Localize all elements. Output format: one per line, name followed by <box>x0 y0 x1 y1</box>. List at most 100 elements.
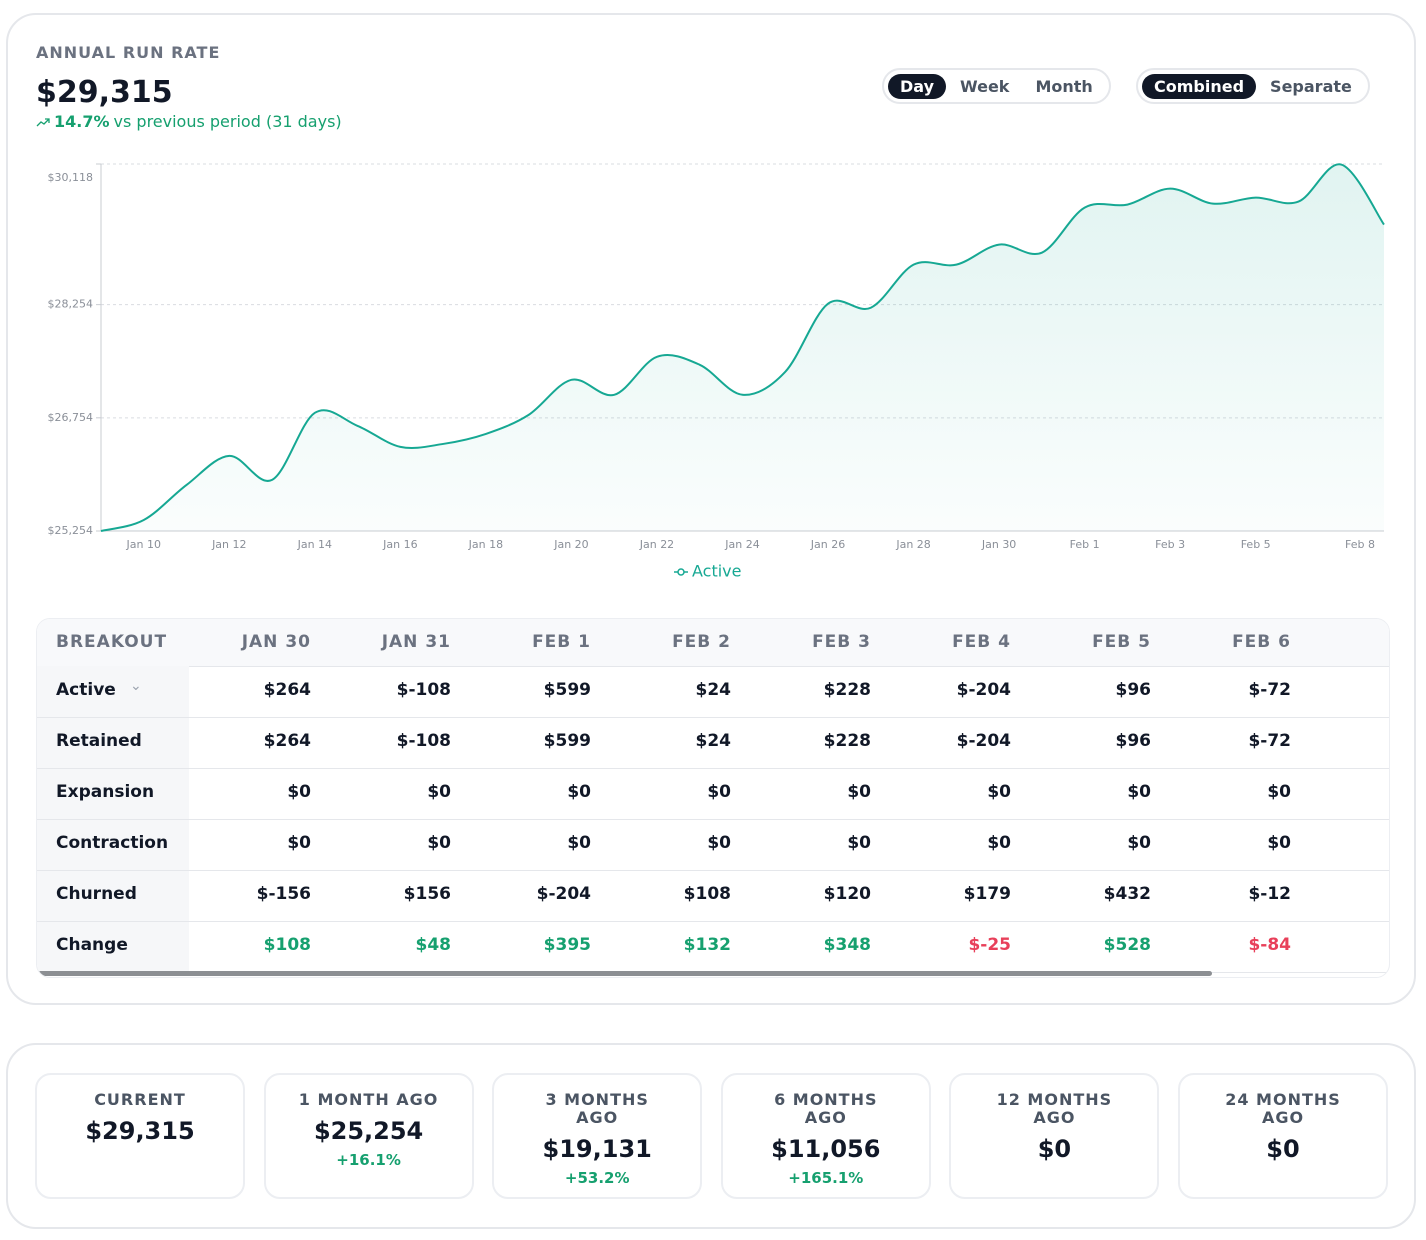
arr-card: ANNUAL RUN RATE $29,315 14.7% vs previou… <box>6 13 1416 1005</box>
summary-value: $0 <box>1037 1135 1072 1163</box>
dropdown-icon[interactable]: ⌄ <box>130 678 142 694</box>
area <box>101 164 1384 531</box>
line <box>100 163 1385 532</box>
x-tick-label: Feb 5 <box>1241 538 1271 551</box>
row-label: Retained <box>56 731 142 751</box>
y-tick-label: $26,754 <box>48 411 94 424</box>
table-cell: $0 <box>987 833 1011 853</box>
column-header: FEB 2 <box>672 632 731 652</box>
x-tick-label: Jan 24 <box>724 538 759 551</box>
table-cell: $228 <box>823 731 871 751</box>
table-cell: $108 <box>263 935 311 955</box>
row-divider <box>37 819 1389 820</box>
x-tick-label: Jan 20 <box>553 538 588 551</box>
x-tick-label: Jan 10 <box>126 538 161 551</box>
toggle-option[interactable]: Combined <box>1142 73 1257 99</box>
y-tick-label: $28,254 <box>48 298 94 311</box>
legend-label: Active <box>692 562 742 581</box>
table-cell: $264 <box>263 731 311 751</box>
summary-tile: 24 MONTHS AGO $0 <box>1178 1073 1388 1199</box>
table-cell: $96 <box>1115 731 1152 751</box>
toggle-option[interactable]: Month <box>1035 76 1093 96</box>
table-cell: $0 <box>427 782 451 802</box>
summary-label: 6 MONTHS AGO <box>774 1090 878 1127</box>
table-cell: $0 <box>1267 782 1291 802</box>
row-label: Contraction <box>56 833 169 853</box>
x-tick-label: Jan 14 <box>297 538 332 551</box>
table-cell: $96 <box>1115 680 1152 700</box>
x-tick-label: Jan 12 <box>211 538 246 551</box>
change-note: vs previous period (31 days) <box>113 112 342 131</box>
table-cell: $0 <box>847 833 871 853</box>
row-label[interactable]: Active <box>56 680 116 700</box>
table-cell: $-12 <box>1248 884 1291 904</box>
legend[interactable]: Active <box>674 562 742 581</box>
table-cell: $228 <box>823 680 871 700</box>
toggle-option[interactable]: Day <box>888 73 947 99</box>
summary-change: +53.2% <box>564 1169 630 1187</box>
legend-icon <box>677 568 685 576</box>
column-header: FEB 4 <box>952 632 1011 652</box>
summary-value: $25,254 <box>313 1117 424 1145</box>
view-toggle: Combined Separate <box>1136 68 1370 104</box>
toggle-option[interactable]: Week <box>960 76 1010 96</box>
column-header: FEB 5 <box>1092 632 1151 652</box>
summary-tile: 3 MONTHS AGO $19,131 +53.2% <box>492 1073 703 1199</box>
table-cell: $24 <box>695 680 732 700</box>
table-cell: $48 <box>415 935 452 955</box>
header-bg <box>37 619 1389 667</box>
column-header: FEB 3 <box>812 632 871 652</box>
summary-label: 3 MONTHS AGO <box>545 1090 649 1127</box>
table-cell: $0 <box>1267 833 1291 853</box>
headline-value: $29,315 <box>36 75 173 110</box>
column-header: JAN 31 <box>381 632 451 652</box>
x-tick-label: Jan 18 <box>468 538 503 551</box>
table-cell: $132 <box>683 935 731 955</box>
table-cell: $348 <box>823 935 871 955</box>
summary-value: $29,315 <box>85 1117 195 1145</box>
period-toggle: Day Week Month <box>882 68 1111 104</box>
change-line: 14.7% vs previous period (31 days) <box>36 112 342 131</box>
column-header: FEB 6 <box>1232 632 1291 652</box>
chart: $25,254 $26,754 $28,254 $30,118 Jan 10 Jan 12… <box>48 163 1385 581</box>
row-label: Churned <box>56 884 137 904</box>
trend-icon <box>36 117 50 126</box>
x-tick-label: Jan 22 <box>639 538 674 551</box>
card-title: ANNUAL RUN RATE <box>36 43 221 62</box>
x-tick-label: Jan 16 <box>382 538 417 551</box>
summary-tile: 6 MONTHS AGO $11,056 +165.1% <box>720 1073 931 1199</box>
toggle-option[interactable]: Separate <box>1270 76 1352 96</box>
x-tick-label: Feb 3 <box>1155 538 1185 551</box>
table-cell: $120 <box>823 884 871 904</box>
table-cell: $0 <box>847 782 871 802</box>
summary-change: +165.1% <box>788 1169 864 1187</box>
summary-label: 24 MONTHS AGO <box>1225 1090 1341 1127</box>
x-tick-label: Jan 26 <box>810 538 845 551</box>
row-divider <box>37 717 1389 718</box>
table-cell: $599 <box>543 680 591 700</box>
breakout-table: BREAKOUT JAN 30 JAN 31 FEB 1 FEB 2 FEB 3 FEB 4… <box>36 618 1390 978</box>
table-cell: $0 <box>1127 833 1151 853</box>
scrollbar[interactable] <box>38 971 1212 976</box>
table-cell: $0 <box>287 833 311 853</box>
table-cell: $-108 <box>396 680 451 700</box>
table-cell: $24 <box>695 731 732 751</box>
x-tick-label: Feb 8 <box>1345 538 1375 551</box>
summary-tile: 12 MONTHS AGO $0 <box>949 1073 1160 1199</box>
column-header: FEB 1 <box>532 632 591 652</box>
table-cell: $-156 <box>256 884 311 904</box>
column-header: BREAKOUT <box>56 632 168 652</box>
summary-label: 12 MONTHS AGO <box>996 1090 1113 1127</box>
table-cell: $0 <box>567 833 591 853</box>
y-tick-label: $30,118 <box>48 171 94 184</box>
summary-value: $19,131 <box>542 1135 652 1163</box>
column-header: JAN 30 <box>241 632 311 652</box>
row-divider <box>37 921 1389 922</box>
change-value: 14.7% <box>54 112 110 131</box>
table-cell: $-204 <box>956 680 1011 700</box>
summary-tile: 1 MONTH AGO $25,254 +16.1% <box>263 1073 474 1199</box>
table-cell: $-204 <box>956 731 1011 751</box>
table-cell: $-84 <box>1248 935 1291 955</box>
table-cell: $0 <box>1127 782 1151 802</box>
table-cell: $0 <box>707 833 731 853</box>
